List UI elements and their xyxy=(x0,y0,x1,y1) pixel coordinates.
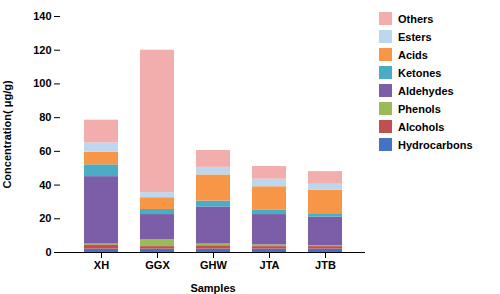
svg-text:120: 120 xyxy=(33,44,51,56)
svg-text:140: 140 xyxy=(33,10,51,22)
html-text:Esters: Esters xyxy=(398,30,432,43)
html-text:Phenols: Phenols xyxy=(398,102,441,115)
html-text:Aldehydes: Aldehydes xyxy=(398,84,454,97)
svg-text:JTA: JTA xyxy=(260,259,280,271)
svg-text:80: 80 xyxy=(39,111,51,123)
svg-text:GGX: GGX xyxy=(145,259,170,271)
html-text:Hydrocarbons: Hydrocarbons xyxy=(398,138,473,151)
html-text:Others: Others xyxy=(398,12,434,25)
svg-text:20: 20 xyxy=(39,212,51,224)
svg-text:JTB: JTB xyxy=(315,259,336,271)
svg-text:60: 60 xyxy=(39,145,51,157)
html-text:Ketones: Ketones xyxy=(398,66,442,79)
svg-text:GHW: GHW xyxy=(200,259,228,271)
svg-text:Concentration( μg/g): Concentration( μg/g) xyxy=(1,80,13,189)
svg-text:Samples: Samples xyxy=(190,282,235,294)
html-text:Alcohols: Alcohols xyxy=(398,120,445,133)
svg-text:XH: XH xyxy=(94,259,109,271)
svg-text:100: 100 xyxy=(33,77,51,89)
html-text:Acids: Acids xyxy=(398,48,428,61)
svg-text:40: 40 xyxy=(39,179,51,191)
svg-text:0: 0 xyxy=(45,246,51,258)
